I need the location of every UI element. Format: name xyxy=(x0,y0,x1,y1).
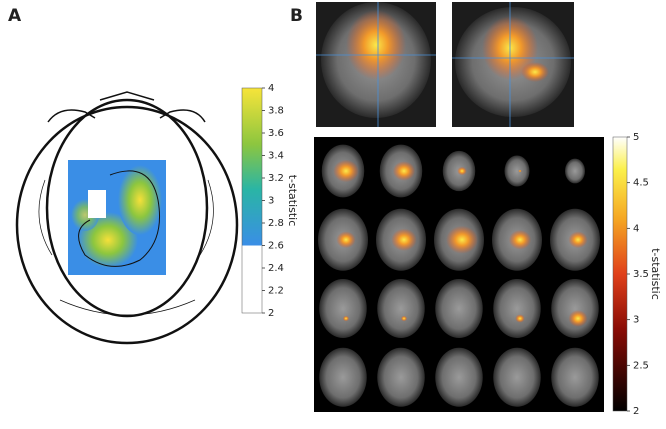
tick-label: 2.8 xyxy=(268,218,284,229)
activation xyxy=(508,229,532,250)
slice xyxy=(319,347,367,407)
activation xyxy=(336,231,356,249)
panel-label: B xyxy=(290,6,303,26)
colorbar xyxy=(612,136,628,412)
slice xyxy=(435,347,483,407)
tick-label: 3.4 xyxy=(268,151,284,162)
tick-label: 4 xyxy=(268,83,274,94)
slice xyxy=(493,279,541,338)
tick-label: 3.2 xyxy=(268,173,284,184)
slice xyxy=(319,279,367,338)
tick-label: 4.5 xyxy=(633,178,649,189)
slice xyxy=(435,279,483,338)
slice xyxy=(493,347,541,407)
tick-label: 3.8 xyxy=(268,106,284,117)
colorbar-title: t-statistic xyxy=(649,248,662,300)
activation xyxy=(446,225,478,254)
axial-slices xyxy=(318,144,600,407)
activation xyxy=(515,314,525,323)
slice xyxy=(565,158,585,184)
activation xyxy=(392,161,416,181)
panel-label: A xyxy=(8,6,22,26)
slice xyxy=(504,155,530,187)
activation xyxy=(391,228,417,251)
tick-label: 2.4 xyxy=(268,263,284,274)
activation xyxy=(400,315,408,322)
slice xyxy=(377,279,425,338)
tick-label: 2 xyxy=(633,406,639,417)
tick-label: 2.6 xyxy=(268,241,284,252)
tick-label: 2 xyxy=(268,308,274,319)
activation xyxy=(457,166,467,176)
activation xyxy=(333,159,359,183)
slice xyxy=(551,347,599,407)
tick-label: 3 xyxy=(633,315,639,326)
slice xyxy=(551,279,599,338)
activation xyxy=(568,231,588,249)
colorbar-title: t-statistic xyxy=(286,175,299,227)
tick-label: 2.5 xyxy=(633,360,649,371)
colorbar xyxy=(241,87,263,314)
tick-label: 3 xyxy=(268,196,274,207)
tick-label: 3.5 xyxy=(633,269,649,280)
activation xyxy=(568,310,588,327)
activation xyxy=(518,169,522,173)
slice xyxy=(377,347,425,407)
topography xyxy=(15,91,239,345)
activation xyxy=(342,315,350,322)
sagittal-coronal xyxy=(316,2,574,127)
tick-label: 2.2 xyxy=(268,286,284,297)
tick-label: 3.6 xyxy=(268,128,284,139)
tick-label: 4 xyxy=(633,223,639,234)
tick-label: 5 xyxy=(633,132,639,143)
